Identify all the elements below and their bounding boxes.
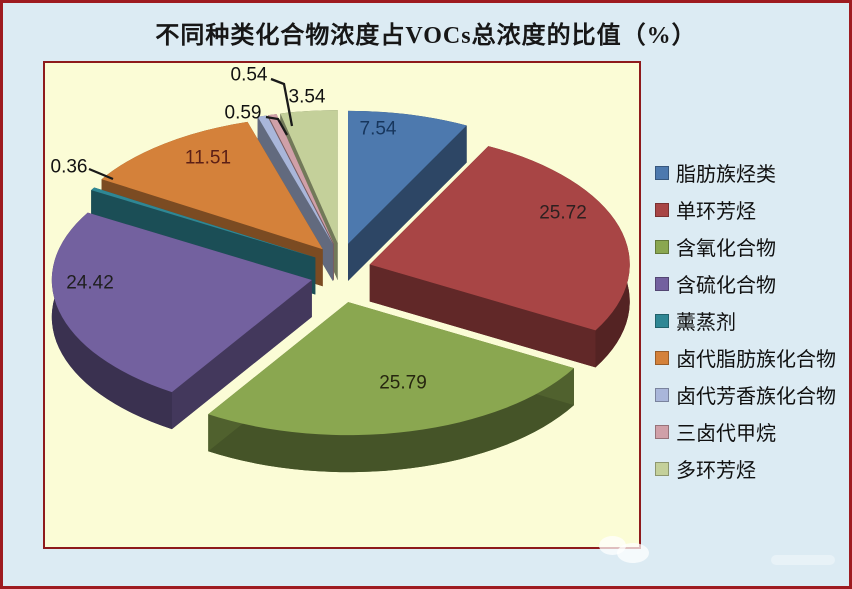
pie-slice [267, 114, 334, 244]
legend-swatch [655, 387, 669, 402]
legend-item: 单环芳烃 [655, 191, 849, 228]
slice-value-label: 3.54 [289, 87, 326, 108]
pie-chart-3d: 7.54 25.72 25.79 24.42 0.36 11.51 0.59 0.54 3.54 [51, 65, 630, 473]
pie-slice [257, 115, 333, 245]
slice-value-label: 0.36 [51, 157, 88, 178]
pie-slice [348, 110, 467, 244]
pie-slice [369, 146, 630, 331]
legend-label: 含氧化合物 [676, 238, 776, 260]
label-leader-line [265, 115, 289, 136]
legend-swatch [655, 350, 669, 365]
legend-item: 含氧化合物 [655, 228, 849, 265]
legend-label: 三卤代甲烷 [676, 423, 776, 445]
pie-slice-side-wall [369, 264, 596, 368]
plot-area: 7.54 25.72 25.79 24.42 0.36 11.51 0.59 0.54 3.54 [43, 61, 641, 549]
chart-title: 不同种类化合物浓度占VOCs总浓度的比值（%） [155, 23, 697, 49]
slice-value-label: 25.72 [539, 203, 587, 224]
slice-value-label: 0.59 [225, 103, 262, 124]
legend-label: 脂肪族烃类 [676, 164, 776, 186]
legend-label: 多环芳烃 [676, 460, 756, 482]
legend: 脂肪族烃类 单环芳烃 含氧化合物 含硫化合物 薰蒸剂 卤代脂肪族化合物 卤代芳香… [655, 154, 849, 487]
label-leader-line [88, 167, 114, 181]
legend-swatch [655, 424, 669, 439]
legend-swatch [655, 239, 669, 254]
legend-swatch [655, 165, 669, 180]
slice-value-label: 7.54 [360, 119, 397, 140]
pie-slice [51, 212, 312, 393]
pie-slice-outer-wall [51, 212, 172, 430]
pie-slice-side-wall [171, 279, 312, 430]
legend-item: 脂肪族烃类 [655, 154, 849, 191]
cloud-watermark-icon [771, 555, 835, 565]
label-leader-line [270, 77, 294, 127]
legend-swatch [655, 276, 669, 291]
slice-value-label: 24.42 [66, 273, 114, 294]
legend-swatch [655, 461, 669, 476]
legend-label: 薰蒸剂 [676, 312, 736, 334]
legend-label: 单环芳烃 [676, 201, 756, 223]
slice-value-label: 25.79 [379, 373, 427, 394]
cloud-watermark-icon [617, 543, 649, 563]
pie-slice [101, 121, 323, 250]
pie-slice-outer-wall [208, 368, 574, 473]
legend-item: 卤代芳香族化合物 [655, 376, 849, 413]
pie-slice [208, 302, 574, 436]
slice-value-label: 11.51 [185, 148, 231, 169]
legend-item: 卤代脂肪族化合物 [655, 339, 849, 376]
pie-slice [280, 110, 338, 244]
legend-item: 多环芳烃 [655, 450, 849, 487]
legend-item: 三卤代甲烷 [655, 413, 849, 450]
legend-label: 卤代脂肪族化合物 [676, 349, 836, 371]
legend-item: 薰蒸剂 [655, 302, 849, 339]
pie-slice-side-wall [348, 125, 467, 281]
legend-label: 卤代芳香族化合物 [676, 386, 836, 408]
slice-value-label: 0.54 [231, 65, 268, 86]
legend-label: 含硫化合物 [676, 275, 776, 297]
pie-slice [91, 187, 316, 258]
legend-swatch [655, 313, 669, 328]
legend-item: 含硫化合物 [655, 265, 849, 302]
legend-swatch [655, 202, 669, 217]
